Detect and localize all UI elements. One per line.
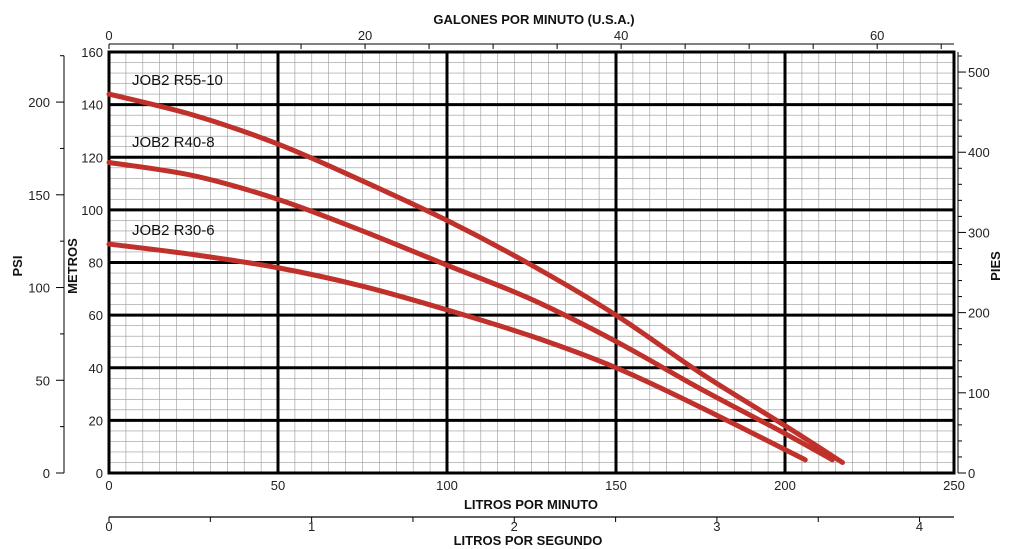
meters-tick-label: 60: [89, 308, 103, 323]
series-label-r40-8: JOB2 R40-8: [132, 134, 215, 151]
grid: [107, 50, 956, 475]
series-line-1: [106, 160, 835, 463]
psi-tick-label: 50: [36, 373, 50, 388]
meters-tick-label: 100: [81, 203, 103, 218]
top-tick-label: 0: [105, 28, 112, 43]
bottom-tick-label: 100: [436, 478, 458, 493]
bottom-secondary-tick-label: 4: [916, 519, 923, 534]
series-line-0: [106, 91, 845, 465]
meters-tick-label: 120: [81, 150, 103, 165]
bottom-tick-label: 250: [943, 478, 965, 493]
meters-tick-label: 160: [81, 45, 103, 60]
feet-tick-label: 400: [968, 145, 990, 160]
bottom-secondary-tick-label: 2: [511, 519, 518, 534]
feet-tick-label: 200: [968, 306, 990, 321]
top-tick-label: 20: [358, 28, 372, 43]
psi-tick-label: 150: [28, 188, 50, 203]
meters-tick-label: 140: [81, 98, 103, 113]
psi-tick-label: 200: [28, 95, 50, 110]
bottom-tick-label: 150: [605, 478, 627, 493]
left-inner-axis-title: METROS: [65, 238, 80, 294]
right-axis-title: PIES: [988, 251, 1003, 281]
series-line-2: [106, 241, 808, 463]
meters-tick-label: 20: [89, 413, 103, 428]
plot-frame: [107, 50, 956, 475]
feet-tick-label: 300: [968, 225, 990, 240]
bottom-tick-label: 0: [105, 478, 112, 493]
meters-tick-label: 40: [89, 361, 103, 376]
top-tick-label: 40: [614, 28, 628, 43]
bottom-secondary-tick-label: 0: [105, 519, 112, 534]
feet-tick-label: 0: [968, 466, 975, 481]
series-label-r55-10: JOB2 R55-10: [132, 72, 223, 89]
bottom-secondary-axis-title: LITROS POR SEGUNDO: [454, 533, 603, 548]
feet-tick-label: 100: [968, 386, 990, 401]
bottom-secondary-tick-label: 1: [308, 519, 315, 534]
bottom-tick-label: 200: [774, 478, 796, 493]
series-lines: [106, 91, 845, 465]
top-tick-label: 60: [870, 28, 884, 43]
bottom-secondary-tick-label: 3: [713, 519, 720, 534]
bottom-axis-title: LITROS POR MINUTO: [464, 497, 598, 512]
bottom-tick-label: 50: [271, 478, 285, 493]
meters-tick-label: 80: [89, 256, 103, 271]
series-label-r30-6: JOB2 R30-6: [132, 222, 215, 239]
meters-tick-label: 0: [96, 466, 103, 481]
psi-tick-label: 0: [43, 466, 50, 481]
left-outer-axis-title: PSI: [10, 256, 25, 277]
top-axis-title: GALONES POR MINUTO (U.S.A.): [433, 12, 634, 27]
psi-tick-label: 100: [28, 281, 50, 296]
feet-tick-label: 500: [968, 65, 990, 80]
